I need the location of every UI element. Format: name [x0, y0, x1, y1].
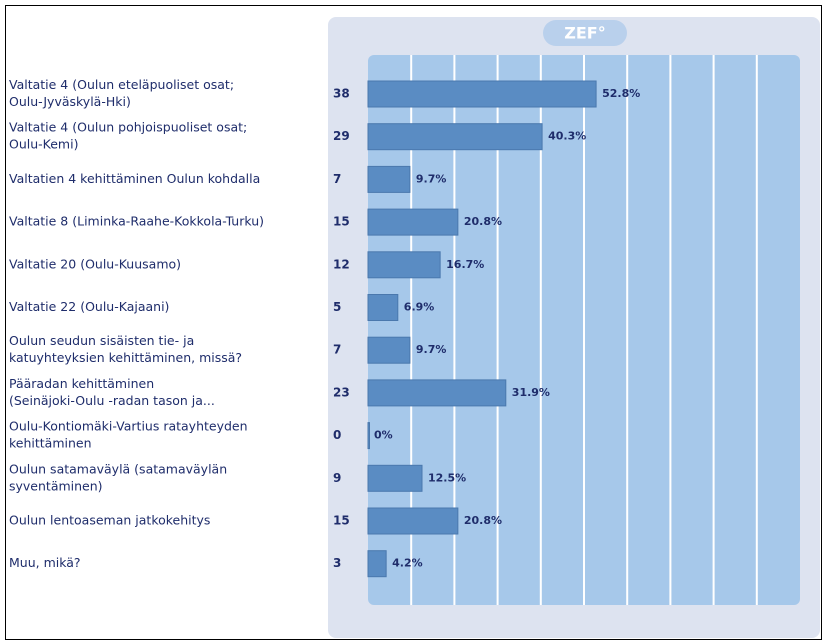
count-label: 5 [333, 300, 341, 314]
logo-badge [543, 20, 627, 46]
bar [367, 251, 441, 279]
bar [367, 80, 597, 108]
category-label: Muu, mikä? [9, 555, 81, 570]
value-label: 0% [374, 429, 393, 442]
count-label: 9 [333, 471, 341, 485]
bar [367, 294, 399, 321]
count-label: 12 [333, 257, 350, 271]
category-label: Oulu-Jyväskylä-Hki) [9, 94, 131, 109]
category-label: katuyhteyksien kehittäminen, missä? [9, 350, 242, 365]
category-label: (Seinäjoki-Oulu -radan tason ja... [9, 393, 215, 408]
category-label: Pääradan kehittäminen [9, 376, 154, 391]
count-label: 0 [333, 428, 341, 442]
value-label: 12.5% [428, 471, 466, 484]
value-label: 40.3% [548, 130, 586, 143]
category-label: Valtatie 4 (Oulun eteläpuoliset osat; [9, 77, 234, 92]
category-label: Oulun satamaväylä (satamaväylän [9, 461, 227, 476]
value-label: 20.8% [464, 215, 502, 228]
value-label: 6.9% [404, 301, 435, 314]
category-label: Valtatie 4 (Oulun pohjoispuoliset osat; [9, 120, 247, 135]
bar [367, 422, 370, 450]
count-label: 29 [333, 129, 350, 143]
value-label: 4.2% [392, 557, 423, 570]
count-label: 15 [333, 514, 350, 528]
bar [367, 208, 459, 236]
category-label: Oulun seudun sisäisten tie- ja [9, 333, 194, 348]
category-label: Valtatie 20 (Oulu-Kuusamo) [9, 256, 181, 271]
value-label: 16.7% [446, 258, 484, 271]
bar [367, 550, 387, 578]
bar [367, 379, 507, 407]
logo: ZEF° [564, 24, 605, 43]
category-label: Valtatie 8 (Liminka-Raahe-Kokkola-Turku) [9, 214, 264, 229]
bar [367, 336, 411, 364]
bar [367, 507, 459, 535]
count-label: 23 [333, 385, 350, 399]
category-label: kehittäminen [9, 436, 92, 451]
category-label: Valtatie 22 (Oulu-Kajaani) [9, 299, 169, 314]
bar [367, 123, 543, 151]
bar [367, 464, 423, 492]
bar [367, 165, 411, 193]
value-label: 52.8% [602, 87, 640, 100]
count-label: 7 [333, 343, 341, 357]
value-label: 20.8% [464, 514, 502, 527]
count-label: 15 [333, 215, 350, 229]
category-label: Valtatien 4 kehittäminen Oulun kohdalla [9, 171, 260, 186]
value-label: 9.7% [416, 172, 447, 185]
category-label: Oulun lentoaseman jatkokehitys [9, 513, 210, 528]
category-label: syventäminen) [9, 478, 103, 493]
category-label: Oulu-Kemi) [9, 137, 78, 152]
count-label: 38 [333, 87, 350, 101]
value-label: 31.9% [512, 386, 550, 399]
count-label: 7 [333, 172, 341, 186]
category-label: Oulu-Kontiomäki-Vartius ratayhteyden [9, 419, 248, 434]
count-label: 3 [333, 556, 341, 570]
value-label: 9.7% [416, 343, 447, 356]
